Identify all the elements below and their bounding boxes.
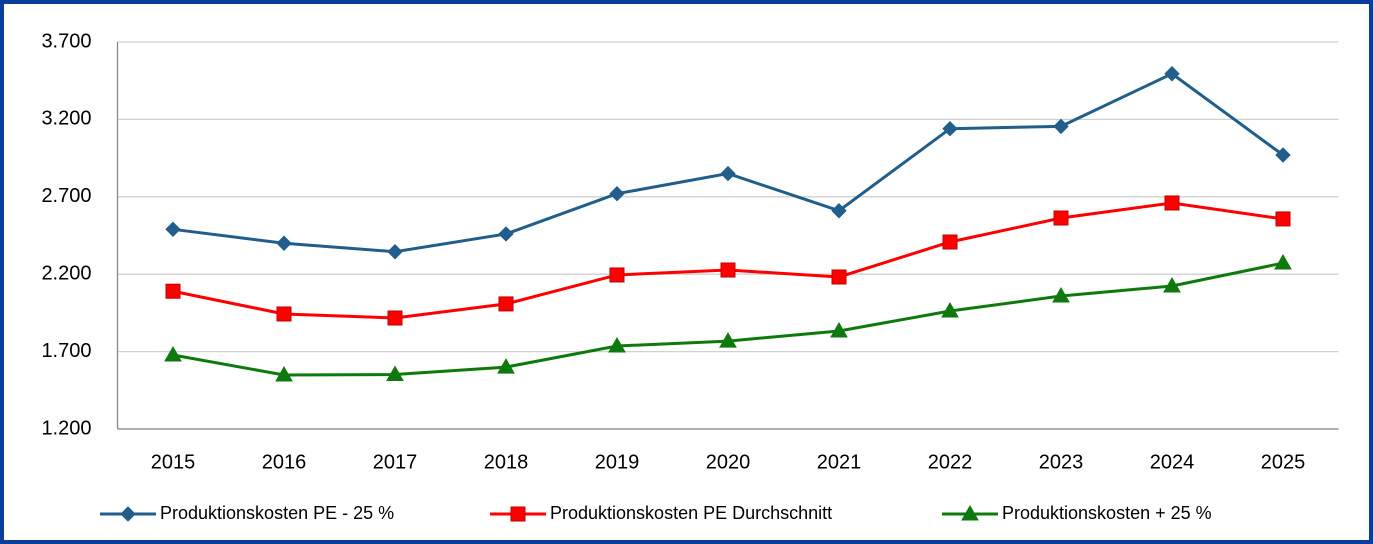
legend-marker: [961, 504, 979, 521]
data-point: [497, 358, 515, 374]
x-tick-label: 2020: [706, 451, 751, 473]
data-point: [1052, 287, 1070, 303]
data-point: [830, 322, 848, 338]
y-tick-label: 2.200: [41, 262, 91, 284]
data-point: [164, 345, 182, 362]
data-point: [1163, 276, 1181, 293]
data-point: [720, 165, 736, 182]
data-point: [831, 269, 847, 285]
legend-marker: [120, 506, 136, 522]
data-point: [276, 235, 292, 251]
data-point: [719, 332, 737, 348]
data-point: [609, 185, 625, 202]
y-tick-label: 1.700: [41, 340, 91, 362]
data-point: [942, 120, 958, 137]
data-point: [1053, 118, 1069, 135]
legend-label: Produktionskosten PE - 25 %: [160, 503, 394, 523]
x-tick-label: 2015: [151, 451, 196, 473]
y-tick-label: 3.200: [41, 108, 91, 130]
data-point: [165, 221, 181, 238]
x-tick-label: 2022: [928, 451, 973, 473]
data-point: [1053, 210, 1069, 226]
data-point: [1274, 254, 1292, 270]
data-point: [386, 365, 404, 382]
x-tick-label: 2024: [1150, 451, 1195, 473]
data-point: [498, 296, 514, 312]
data-point: [1164, 195, 1180, 211]
x-tick-label: 2019: [595, 451, 640, 473]
x-tick-label: 2017: [373, 451, 418, 473]
x-tick-label: 2018: [484, 451, 529, 473]
x-tick-label: 2025: [1261, 451, 1306, 473]
data-point: [942, 234, 958, 250]
y-tick-label: 3.700: [41, 30, 91, 52]
data-point: [498, 226, 514, 242]
x-tick-label: 2023: [1039, 451, 1084, 473]
data-point: [1275, 147, 1291, 163]
data-point: [720, 262, 736, 278]
data-point: [1164, 66, 1180, 82]
data-point: [387, 310, 403, 326]
data-point: [941, 302, 959, 318]
data-point: [275, 365, 293, 382]
legend-marker: [510, 506, 526, 522]
x-tick-label: 2016: [262, 451, 307, 473]
x-tick-label: 2021: [817, 451, 862, 473]
data-point: [831, 203, 847, 219]
data-point: [387, 244, 403, 260]
y-tick-label: 1.200: [41, 417, 91, 439]
data-point: [608, 337, 626, 353]
data-point: [276, 306, 292, 322]
data-point: [609, 267, 625, 283]
data-point: [1275, 211, 1291, 227]
legend-label: Produktionskosten + 25 %: [1002, 503, 1212, 523]
legend-label: Produktionskosten PE Durchschnitt: [550, 503, 832, 523]
data-point: [165, 283, 181, 299]
y-tick-label: 2.700: [41, 185, 91, 207]
